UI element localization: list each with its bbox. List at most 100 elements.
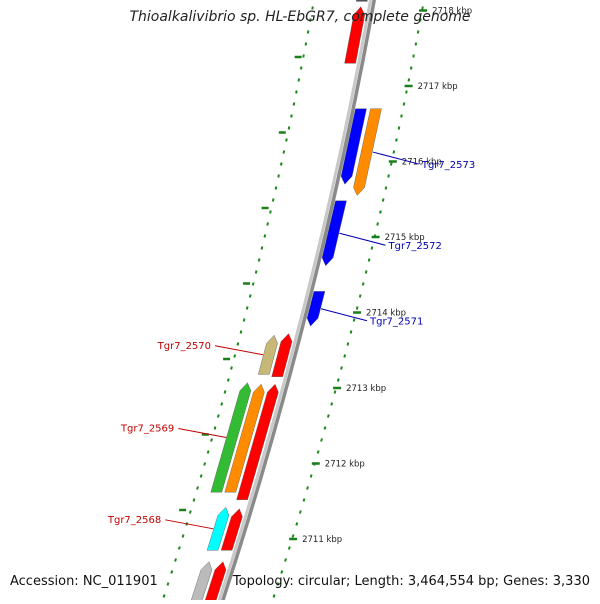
gene-label-leader xyxy=(320,308,368,322)
minor-tick xyxy=(416,30,420,34)
minor-tick xyxy=(203,462,207,466)
gene-label-leader xyxy=(178,427,227,438)
minor-tick xyxy=(236,342,240,346)
minor-tick xyxy=(290,114,293,118)
minor-tick xyxy=(285,138,288,142)
minor-tick xyxy=(216,414,220,418)
minor-tick xyxy=(230,366,233,370)
minor-tick xyxy=(223,390,227,394)
gene-g-grey-bottom[interactable] xyxy=(187,561,213,604)
minor-tick xyxy=(397,126,401,130)
minor-tick xyxy=(276,582,280,586)
gene-g-grey-top[interactable] xyxy=(355,0,369,2)
minor-tick xyxy=(206,450,210,454)
minor-tick xyxy=(263,234,267,238)
minor-tick xyxy=(367,258,371,262)
minor-tick xyxy=(166,582,170,586)
minor-tick xyxy=(302,54,305,58)
minor-tick xyxy=(387,174,390,178)
scale-track-right xyxy=(272,6,424,598)
minor-tick xyxy=(346,342,350,346)
topology-text: Topology: circular; Length: 3,464,554 bp… xyxy=(232,574,590,589)
gene-g-red-3[interactable] xyxy=(236,383,279,500)
minor-tick xyxy=(291,534,295,538)
minor-tick xyxy=(309,18,312,22)
minor-tick xyxy=(316,450,320,454)
gene-g-red-5[interactable] xyxy=(201,561,227,604)
gene-g-red-top[interactable] xyxy=(344,6,366,64)
gene-g-blue-2[interactable] xyxy=(321,200,347,267)
gene-g-blue-3[interactable] xyxy=(306,291,326,327)
minor-tick xyxy=(384,186,388,190)
minor-tick xyxy=(419,18,422,22)
minor-tick xyxy=(320,438,323,442)
minor-tick xyxy=(272,594,276,598)
minor-tick xyxy=(333,390,337,394)
minor-tick xyxy=(245,306,249,310)
gene-label[interactable]: Tgr7_2568 xyxy=(107,515,161,526)
minor-tick xyxy=(352,318,356,322)
minor-tick xyxy=(239,330,243,334)
gene-g-green[interactable] xyxy=(210,382,252,493)
minor-tick xyxy=(355,306,359,310)
gene-label[interactable]: Tgr7_2572 xyxy=(387,241,441,252)
minor-tick xyxy=(379,210,382,214)
gene-g-red-4[interactable] xyxy=(220,508,243,551)
gene-g-blue-1[interactable] xyxy=(340,108,367,185)
minor-tick xyxy=(181,534,185,538)
minor-tick xyxy=(284,558,287,562)
minor-tick xyxy=(177,546,181,550)
minor-tick xyxy=(295,90,298,94)
minor-tick xyxy=(299,66,303,70)
minor-tick xyxy=(170,570,174,574)
backbone-light xyxy=(216,0,373,604)
minor-tick xyxy=(298,510,302,514)
gene-label[interactable]: Tgr7_2570 xyxy=(157,341,211,352)
backbone xyxy=(219,0,376,604)
minor-tick xyxy=(213,426,217,430)
minor-tick xyxy=(381,198,385,202)
tick-label: 2712 kbp xyxy=(325,460,365,470)
minor-tick xyxy=(302,498,306,502)
minor-tick xyxy=(309,474,313,478)
minor-tick xyxy=(279,162,283,166)
tick-label: 2714 kbp xyxy=(366,309,406,319)
minor-tick xyxy=(257,258,261,262)
minor-tick xyxy=(274,186,278,190)
minor-tick xyxy=(311,6,314,10)
minor-tick xyxy=(304,42,308,46)
tick-label: 2717 kbp xyxy=(418,82,458,92)
minor-tick xyxy=(412,54,415,58)
minor-tick xyxy=(220,402,224,406)
minor-tick xyxy=(226,378,230,382)
tick-label: 2713 kbp xyxy=(346,384,386,394)
gene-g-cyan[interactable] xyxy=(206,506,230,551)
gene-label[interactable]: Tgr7_2573 xyxy=(421,160,475,171)
gene-label-leader xyxy=(372,151,419,165)
gene-g-orange-fwd[interactable] xyxy=(224,383,265,493)
minor-tick xyxy=(210,438,213,442)
minor-tick xyxy=(306,30,310,34)
tick-label: 2711 kbp xyxy=(302,535,342,545)
minor-tick xyxy=(330,402,334,406)
tick-label: 2716 kbp xyxy=(402,158,442,168)
gene-label[interactable]: Tgr7_2569 xyxy=(120,423,174,434)
minor-tick xyxy=(343,354,347,358)
gene-g-orange-rev[interactable] xyxy=(353,108,382,196)
minor-tick xyxy=(407,78,411,82)
minor-tick xyxy=(326,414,330,418)
minor-tick xyxy=(251,282,255,286)
minor-tick xyxy=(402,102,406,106)
map-title: Thioalkalivibrio sp. HL-EbGR7, complete … xyxy=(129,9,471,25)
gene-g-red-2[interactable] xyxy=(271,333,293,377)
minor-tick xyxy=(297,78,301,82)
gene-g-khaki[interactable] xyxy=(258,334,278,375)
gene-label-leader xyxy=(339,232,386,246)
minor-tick xyxy=(248,294,252,298)
gene-label[interactable]: Tgr7_2571 xyxy=(369,317,423,328)
minor-tick xyxy=(199,474,203,478)
minor-tick xyxy=(323,426,327,430)
minor-tick xyxy=(287,126,291,130)
tick-label: 2718 kbp xyxy=(432,7,472,17)
